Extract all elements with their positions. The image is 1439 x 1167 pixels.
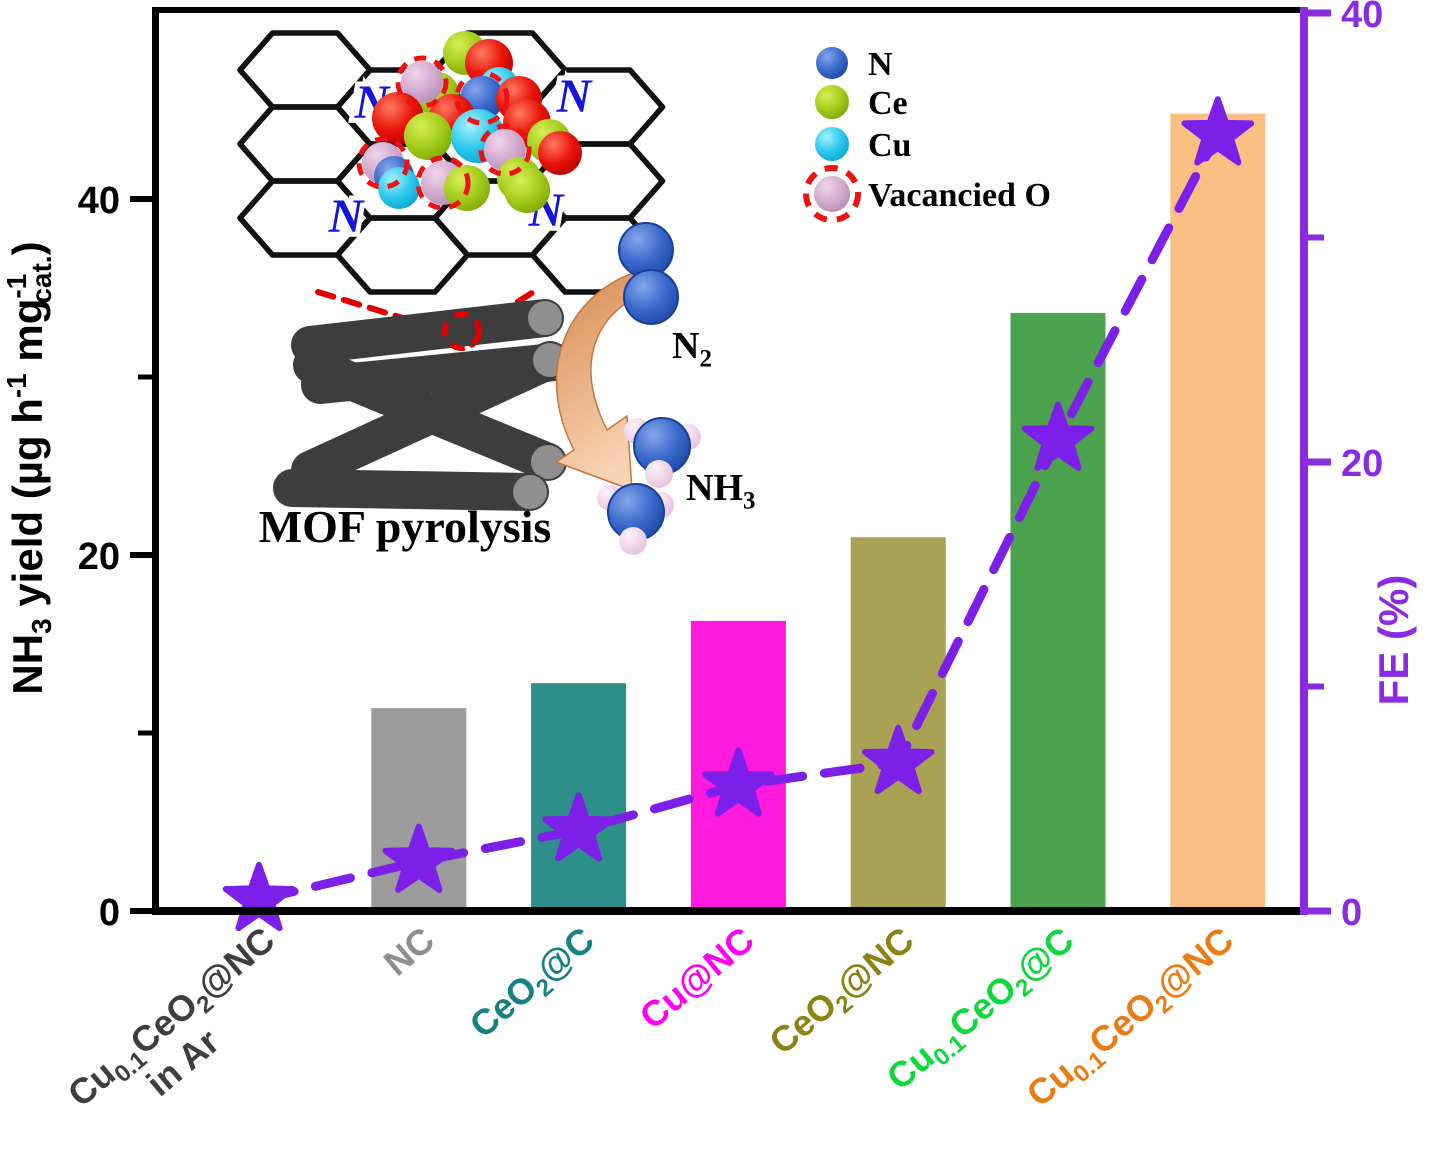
x-category-label: CeO2@C xyxy=(462,919,606,1050)
x-category-label: Cu@NC xyxy=(632,919,762,1037)
mof-rod-icon xyxy=(293,346,567,481)
star-marker xyxy=(1021,401,1095,471)
nh3-molecule-icon xyxy=(597,417,701,555)
oxygen-vacancy-ring-icon xyxy=(415,155,471,211)
lattice-n-label: N xyxy=(556,70,594,123)
ce-sphere-icon xyxy=(815,85,849,119)
right-tick-label: 0 xyxy=(1341,892,1362,934)
n2-label: N2 xyxy=(672,325,712,372)
rod-zoom-circle xyxy=(442,311,482,351)
legend-label: N xyxy=(868,46,893,83)
x-category-label: CeO2@NC xyxy=(761,919,925,1067)
right-tick-label: 20 xyxy=(1341,443,1383,485)
oxygen-vacancy-ring-icon xyxy=(356,136,410,190)
left-spine xyxy=(152,7,159,915)
bar xyxy=(371,708,467,911)
lattice-n-label: N xyxy=(328,190,366,243)
star-marker xyxy=(1181,96,1255,166)
right-spine xyxy=(1300,7,1308,915)
oxygen-vacancy-ring-icon xyxy=(454,70,510,126)
star-marker xyxy=(222,861,296,932)
cu-sphere-icon xyxy=(815,127,849,161)
legend-label: Vacancied O xyxy=(868,177,1051,214)
left-tick-label: 40 xyxy=(78,180,120,222)
bottom-spine xyxy=(152,907,1308,915)
rod-end-cap xyxy=(531,445,565,479)
vacancy-ring-icon xyxy=(803,165,861,223)
y-axis-title: NH3 yield (µg h-1 mg-1cat.) xyxy=(1,241,57,694)
oxygen-vacancy-ring-icon xyxy=(395,55,449,109)
top-spine xyxy=(152,7,1308,13)
bar xyxy=(1170,113,1266,912)
mof-pyrolysis-label: MOF pyrolysis xyxy=(259,501,552,552)
mof-rod-icon xyxy=(273,469,549,511)
star-marker xyxy=(382,823,456,893)
ce-atom-sphere-icon xyxy=(504,167,550,213)
bar xyxy=(850,537,946,911)
mof-rods-icon xyxy=(273,299,574,511)
star-marker xyxy=(702,747,775,817)
x-category-label: NC xyxy=(376,919,442,984)
nh3-label: NH3 xyxy=(686,467,756,514)
legend-label: Cu xyxy=(868,127,911,164)
rod-end-cap xyxy=(513,475,547,509)
star-marker xyxy=(542,792,615,862)
graphene-lattice-icon xyxy=(237,30,666,295)
left-tick-label: 0 xyxy=(99,892,120,934)
right-tick-label: 40 xyxy=(1341,0,1383,36)
right-axis-title: FE (%) xyxy=(1370,575,1417,706)
plot-frame xyxy=(152,7,1308,915)
mof-rod-icon xyxy=(291,299,564,364)
n2-molecule-icon xyxy=(618,222,679,325)
ce-atom-sphere-icon xyxy=(404,112,452,160)
fe-line-series xyxy=(222,96,1255,932)
cu-atom-sphere-icon xyxy=(378,167,420,209)
inset-illustration: N NN N N2 NH3 MOF pyrolysis xyxy=(237,30,756,555)
nanoparticle-cluster-icon xyxy=(356,31,582,213)
x-category-label: Cu0.1CeO2@NCin Ar xyxy=(60,919,310,1147)
n-sphere-icon xyxy=(816,47,848,79)
left-tick-label: 20 xyxy=(78,536,120,578)
oxygen-vacancy-ring-icon xyxy=(478,123,532,177)
right-axis-ticks: 0 20 40 xyxy=(1308,0,1383,934)
o-atom-sphere-icon xyxy=(401,61,443,103)
vacancied-o-sphere-icon xyxy=(814,176,850,212)
red-atom-sphere-icon xyxy=(538,131,582,175)
star-marker xyxy=(861,724,935,795)
legend-label: Ce xyxy=(868,85,908,122)
rod-end-cap xyxy=(528,301,562,335)
legend: NCe Cu Vacancied O xyxy=(803,46,1051,223)
left-axis-ticks: 0 20 40 xyxy=(78,180,152,934)
